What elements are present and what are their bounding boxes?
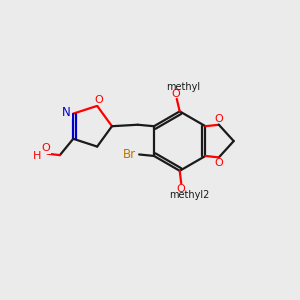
Text: Br: Br	[123, 148, 136, 161]
Text: O: O	[177, 184, 186, 194]
Text: O: O	[215, 114, 224, 124]
Text: H: H	[33, 151, 41, 161]
Text: O: O	[41, 143, 50, 153]
Text: O: O	[172, 88, 181, 98]
Text: O: O	[94, 95, 103, 105]
Text: methyl2: methyl2	[169, 190, 210, 200]
Text: O: O	[215, 158, 224, 168]
Text: N: N	[62, 106, 71, 119]
Text: methyl: methyl	[166, 82, 200, 92]
